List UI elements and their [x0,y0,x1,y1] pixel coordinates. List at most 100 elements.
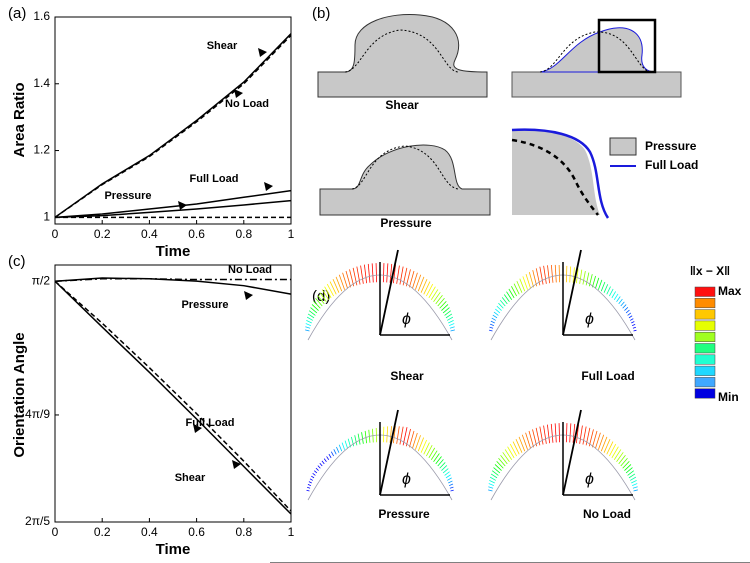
x-tick-label: 1 [288,227,295,241]
displacement-arrow [622,461,630,469]
displacement-arrow [357,433,361,445]
displacement-arrow [324,286,332,299]
displacement-arrow [624,307,629,311]
displacement-arrow [543,425,547,444]
displacement-arrow [628,315,633,319]
displacement-arrow [515,438,523,453]
caption: Shear [390,369,424,383]
displacement-arrow [311,475,315,479]
displacement-field: ϕ [488,249,637,341]
displacement-arrow [423,281,431,295]
displacement-arrow [525,274,531,289]
orientation-vector [379,249,399,336]
displacement-arrow [519,278,526,292]
displacement-arrow [625,467,633,474]
displacement-arrow [521,434,529,450]
displacement-arrow [428,447,436,459]
line-series [54,34,292,218]
displacement-arrow [315,467,319,471]
displacement-arrow [441,465,448,471]
displacement-arrow [498,457,506,467]
displacement-arrow [613,293,619,300]
y-tick-label: 1.4 [33,76,50,90]
displacement-arrow [426,283,434,297]
displacement-arrow [491,317,497,321]
displacement-arrow [603,284,609,293]
displacement-arrow [437,297,445,307]
displacement-arrow [349,269,355,287]
displacement-arrow [489,476,497,481]
displacement-arrow [629,476,637,481]
displacement-arrow [488,489,493,492]
displacement-arrow [308,481,312,484]
displacement-arrow [329,281,337,295]
displacement-arrow [609,288,614,297]
displacement-arrow [489,326,494,329]
orientation-vector [562,409,582,496]
displacement-arrow [351,436,355,447]
displacement-arrow [315,297,323,307]
displacement-arrow [503,294,510,303]
colorbar-cell [694,298,716,309]
displacement-arrow [430,450,438,460]
angle-symbol: ϕ [402,311,411,328]
displacement-arrow [312,473,316,476]
displacement-arrow [446,316,454,321]
displacement-arrow [616,452,624,463]
displacement-arrow [441,304,449,311]
displacement-arrow [488,483,494,486]
displacement-arrow [616,296,621,303]
y-axis-label: Orientation Angle [11,332,28,457]
displacement-arrow [310,307,318,314]
displacement-arrow [525,432,531,449]
displacement-field: ϕ [306,409,454,501]
displacement-arrow [417,276,425,292]
displacement-arrow [328,453,332,459]
displacement-arrow [405,428,411,447]
displacement-arrow [611,446,619,459]
plot-frame [54,264,292,523]
displacement-arrow [488,329,493,332]
x-tick-label: 0.8 [235,525,252,539]
reference-outline [351,145,459,190]
displacement-arrow [506,291,513,300]
x-tick-label: 0.6 [188,227,205,241]
panel-label: (c) [8,253,26,270]
displacement-arrow [313,301,321,309]
displacement-arrow [579,269,583,284]
displacement-arrow [488,486,494,489]
displacement-arrow [622,304,627,309]
displacement-arrow [547,265,551,284]
displacement-arrow [405,269,411,287]
displacement-arrow [386,426,389,443]
displacement-arrow [446,477,452,481]
displacement-arrow [448,480,453,484]
displacement-arrow [392,426,396,444]
displacement-arrow [423,442,430,455]
caption: Pressure [380,216,432,230]
displacement-arrow [632,486,638,489]
displacement-arrow [449,486,454,489]
caption: Full Load [581,369,634,383]
colorbar-max: Max [718,284,742,298]
displacement-arrow [512,441,520,455]
x-tick-label: 1 [288,525,295,539]
displacement-arrow [356,266,361,285]
displacement-arrow [496,461,504,469]
legend-label: Pressure [645,139,697,153]
annotation: No Load [228,264,272,276]
annotation-arrow [232,460,241,469]
displacement-arrow [550,264,554,283]
displacement-arrow [330,451,334,457]
reference-outline [344,29,459,73]
annotation-arrow [258,48,267,57]
shape-pressure [319,144,491,216]
shape [512,129,600,215]
displacement-arrow [611,291,617,299]
displacement-arrow [439,301,447,309]
displacement-arrow [445,474,451,479]
displacement-arrow [500,454,508,465]
displacement-arrow [420,439,428,453]
displacement-arrow [558,265,561,283]
